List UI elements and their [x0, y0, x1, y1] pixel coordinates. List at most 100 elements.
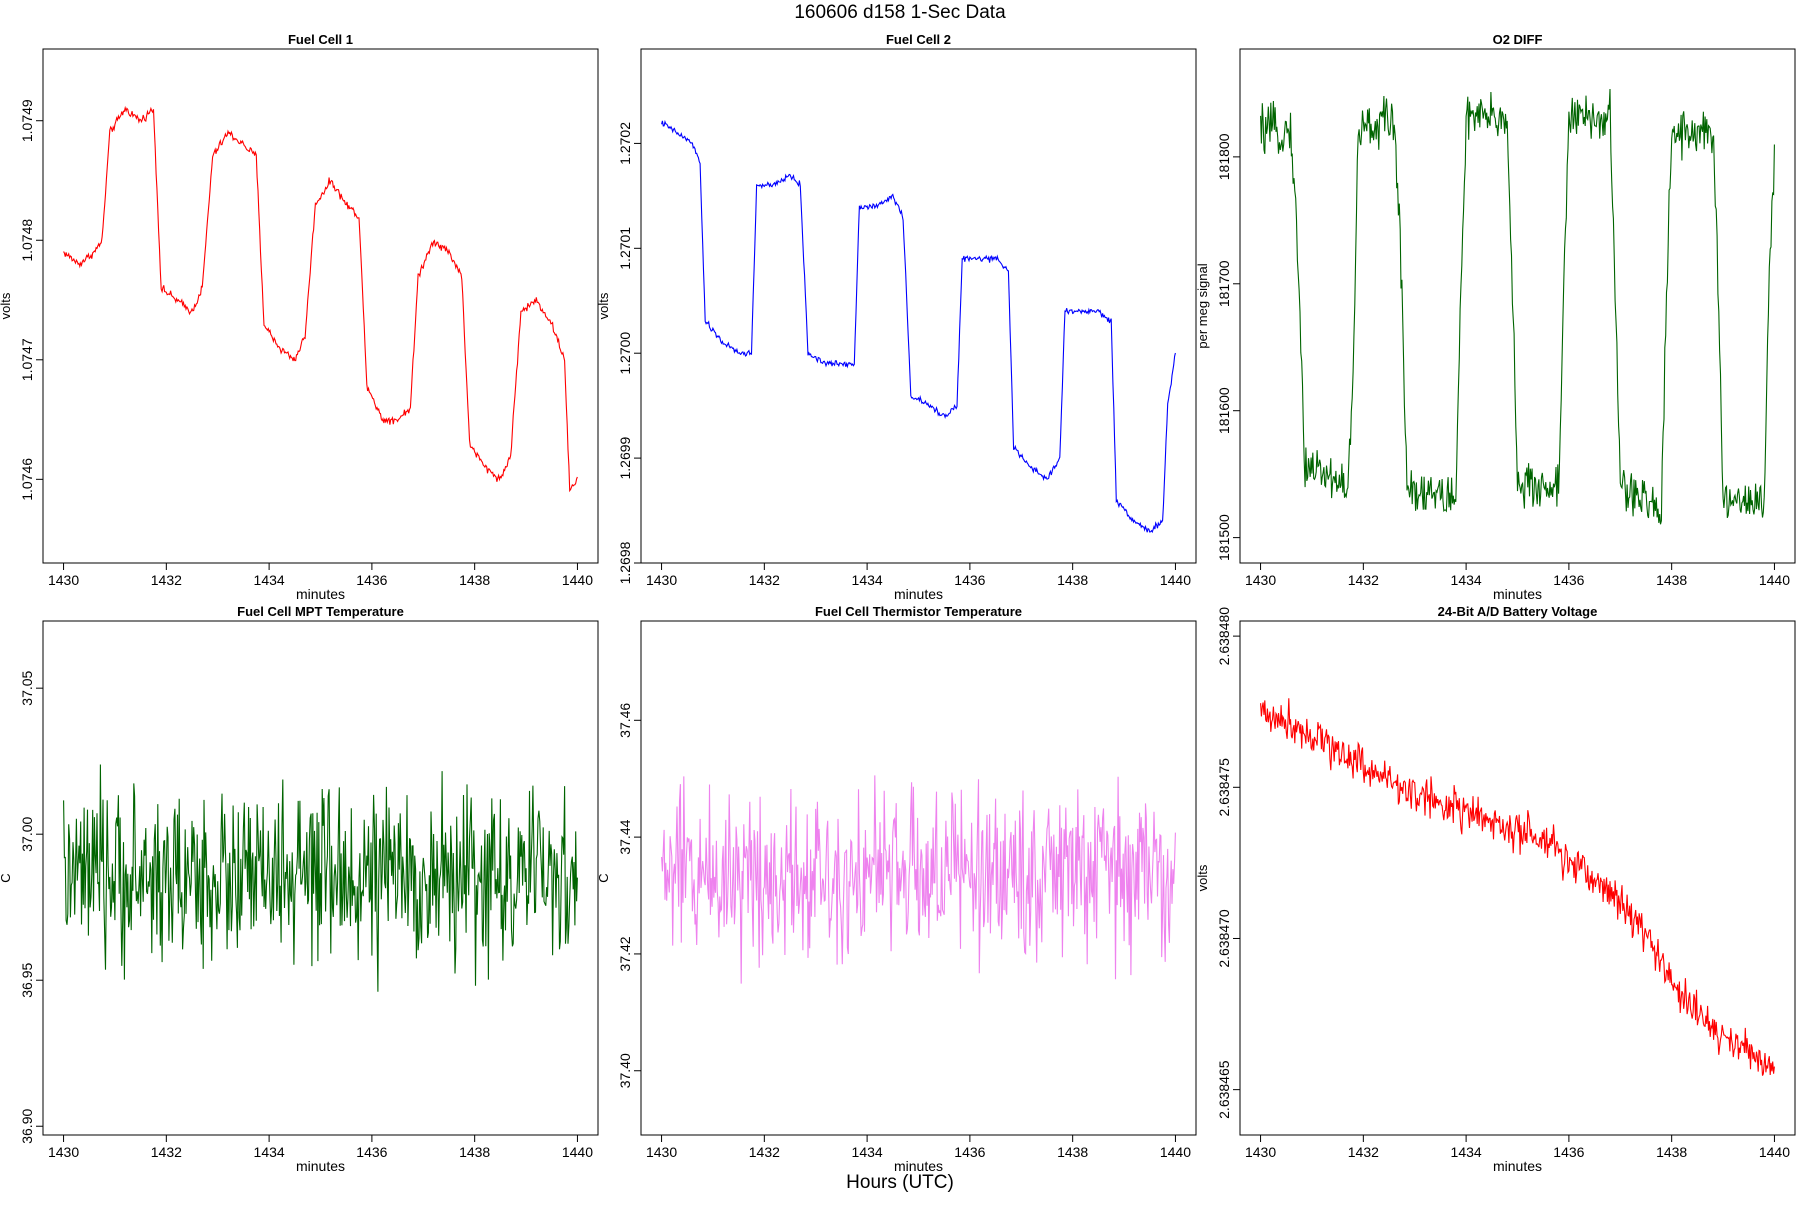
x-tick-label: 1432: [151, 572, 182, 588]
y-tick-label: 37.42: [617, 936, 633, 971]
x-tick-label: 1434: [1451, 1144, 1482, 1160]
chart-panel-4: Fuel Cell MPT Temperature 1430 1432 1434 143…: [0, 604, 599, 1174]
chart-panel-5: Fuel Cell Thermistor Temperature 1430 1432…: [596, 604, 1197, 1174]
chart-title: 24-Bit A/D Battery Voltage: [1438, 604, 1598, 619]
chart-title: O2 DIFF: [1493, 32, 1543, 47]
x-tick-label: 1434: [852, 1144, 883, 1160]
x-tick-label: 1432: [749, 572, 780, 588]
x-tick-label: 1438: [1656, 1144, 1687, 1160]
chart-panel-1: Fuel Cell 1 1430 1432 1434 1436 1438 1440 minut…: [0, 32, 599, 602]
y-tick-label: 2.638480: [1216, 607, 1232, 666]
y-tick-label: 37.40: [617, 1053, 633, 1088]
x-tick-label: 1436: [954, 1144, 985, 1160]
chart-title: Fuel Cell 1: [288, 32, 353, 47]
x-tick-label: 1432: [151, 1144, 182, 1160]
x-tick-label: 1440: [1160, 1144, 1191, 1160]
plot-frame: [640, 620, 1197, 1136]
chart-panel-2: Fuel Cell 2 1430 1432 1434 1436 1438 1440 minut…: [596, 32, 1197, 602]
x-tick-label: 1432: [1348, 1144, 1379, 1160]
plot-frame: [640, 48, 1197, 564]
x-axis-label: minutes: [296, 586, 345, 602]
plot-frame: [1239, 48, 1796, 564]
y-tick-label: 181600: [1216, 387, 1232, 434]
chart-panel-6: 24-Bit A/D Battery Voltage 1430 1432 1434 14…: [1195, 604, 1796, 1174]
x-tick-label: 1438: [1656, 572, 1687, 588]
x-tick-label: 1436: [356, 1144, 387, 1160]
plot-frame: [42, 48, 599, 564]
x-axis-label: minutes: [296, 1158, 345, 1174]
x-tick-label: 1436: [1553, 1144, 1584, 1160]
data-series-line: [63, 105, 578, 493]
x-tick-label: 1430: [1245, 1144, 1276, 1160]
x-tick-label: 1430: [646, 572, 677, 588]
data-series-line: [661, 119, 1176, 534]
x-tick-label: 1434: [254, 572, 285, 588]
x-tick-label: 1434: [1451, 572, 1482, 588]
chart-panel-3: O2 DIFF 1430 1432 1434 1436 1438 1440 minutes 18…: [1195, 32, 1796, 602]
x-axis-label: minutes: [894, 1158, 943, 1174]
x-tick-label: 1440: [562, 572, 593, 588]
y-tick-label: 181500: [1216, 514, 1232, 561]
y-tick-label: 37.05: [19, 670, 35, 705]
x-tick-label: 1436: [954, 572, 985, 588]
x-tick-label: 1440: [1759, 572, 1790, 588]
figure-title: 160606 d158 1-Sec Data: [794, 2, 1006, 23]
x-axis-label: minutes: [894, 586, 943, 602]
y-axis-label: C: [596, 873, 611, 882]
x-axis-label: minutes: [1493, 1158, 1542, 1174]
x-tick-label: 1434: [852, 572, 883, 588]
plot-frame: [1239, 620, 1796, 1136]
y-tick-label: 2.638475: [1216, 758, 1232, 817]
y-tick-label: 36.90: [19, 1109, 35, 1144]
x-tick-label: 1438: [459, 1144, 490, 1160]
chart-title: Fuel Cell MPT Temperature: [237, 604, 404, 619]
chart-title: Fuel Cell Thermistor Temperature: [815, 604, 1022, 619]
y-tick-label: 181800: [1216, 133, 1232, 180]
y-tick-label: 181700: [1216, 260, 1232, 307]
x-tick-label: 1438: [1057, 1144, 1088, 1160]
y-tick-label: 1.0749: [19, 99, 35, 142]
plot-frame: [42, 620, 599, 1136]
x-tick-label: 1430: [48, 572, 79, 588]
x-tick-label: 1434: [254, 1144, 285, 1160]
y-axis-label: volts: [0, 292, 13, 319]
y-tick-label: 37.00: [19, 816, 35, 851]
x-tick-label: 1438: [1057, 572, 1088, 588]
x-tick-label: 1436: [356, 572, 387, 588]
y-tick-label: 2.638470: [1216, 909, 1232, 968]
y-tick-label: 1.2702: [617, 122, 633, 165]
y-tick-label: 37.44: [617, 819, 633, 854]
y-axis-label: C: [0, 873, 13, 882]
x-tick-label: 1440: [562, 1144, 593, 1160]
y-axis-label: per meg signal: [1195, 263, 1210, 348]
y-tick-label: 1.0747: [19, 338, 35, 381]
x-tick-label: 1436: [1553, 572, 1584, 588]
x-tick-label: 1432: [1348, 572, 1379, 588]
x-tick-label: 1430: [646, 1144, 677, 1160]
y-tick-label: 37.46: [617, 703, 633, 738]
y-tick-label: 1.0748: [19, 219, 35, 262]
data-series-line: [661, 775, 1176, 984]
x-tick-label: 1430: [1245, 572, 1276, 588]
figure-xlabel: Hours (UTC): [846, 1172, 954, 1193]
data-series-line: [1260, 88, 1775, 525]
x-axis-label: minutes: [1493, 586, 1542, 602]
y-tick-label: 1.2699: [617, 436, 633, 479]
y-tick-label: 1.2701: [617, 227, 633, 270]
y-tick-label: 36.95: [19, 962, 35, 997]
y-tick-label: 1.2698: [617, 541, 633, 584]
x-tick-label: 1432: [749, 1144, 780, 1160]
y-tick-label: 2.638465: [1216, 1060, 1232, 1119]
x-tick-label: 1440: [1759, 1144, 1790, 1160]
x-tick-label: 1438: [459, 572, 490, 588]
data-series-line: [1260, 698, 1775, 1076]
y-tick-label: 1.2700: [617, 332, 633, 375]
y-tick-label: 1.0746: [19, 458, 35, 501]
chart-title: Fuel Cell 2: [886, 32, 951, 47]
data-series-line: [63, 764, 578, 992]
x-tick-label: 1440: [1160, 572, 1191, 588]
x-tick-label: 1430: [48, 1144, 79, 1160]
y-axis-label: volts: [1195, 864, 1210, 891]
